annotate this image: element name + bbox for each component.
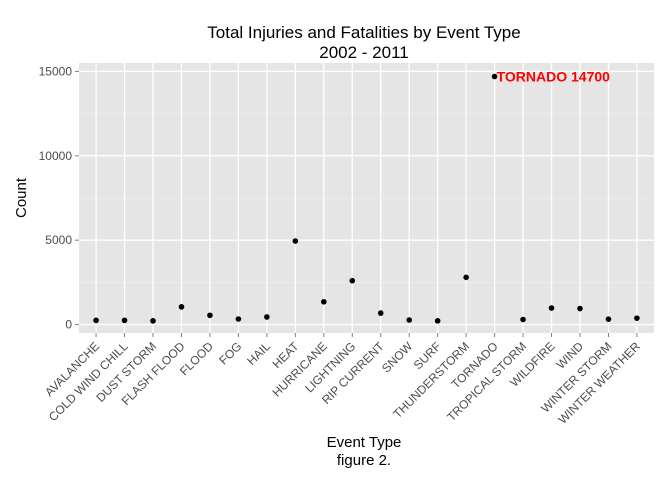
data-point — [463, 274, 469, 281]
y-axis-title: Count — [13, 177, 30, 218]
data-point — [520, 316, 526, 323]
data-point — [207, 312, 213, 319]
data-point — [548, 305, 555, 311]
data-point — [292, 238, 299, 244]
data-point — [321, 298, 327, 305]
x-tick-label: FOG — [216, 339, 244, 367]
data-point — [605, 316, 612, 322]
grid-major — [79, 63, 654, 333]
data-point — [634, 315, 640, 321]
x-tick-label: SNOW — [379, 339, 416, 376]
x-axis-caption: figure 2. — [337, 452, 391, 469]
data-point — [491, 73, 498, 80]
data-point — [121, 317, 128, 324]
data-point — [235, 316, 242, 322]
grid-minor — [79, 113, 654, 283]
x-axis-title: Event Type — [327, 434, 402, 451]
y-tick-label: 15000 — [39, 64, 73, 78]
data-points — [93, 73, 640, 324]
data-point — [264, 314, 270, 320]
y-tick-label: 10000 — [39, 149, 73, 163]
data-point — [150, 318, 156, 324]
annotation-label: TORNADO 14700 — [497, 69, 611, 85]
y-tick-label: 0 — [65, 318, 72, 332]
data-point — [178, 304, 185, 310]
data-point — [406, 317, 412, 323]
data-point — [577, 305, 583, 312]
data-point — [434, 318, 441, 324]
chart-subtitle: 2002 - 2011 — [319, 43, 408, 62]
data-point — [93, 317, 99, 324]
x-tick-label: HAIL — [244, 339, 273, 368]
y-axis-ticks: 0 5000 10000 15000 — [39, 64, 79, 332]
chart-title: Total Injuries and Fatalities by Event T… — [207, 23, 520, 42]
data-point — [377, 310, 384, 316]
data-point — [349, 277, 356, 284]
y-tick-label: 5000 — [45, 233, 72, 247]
